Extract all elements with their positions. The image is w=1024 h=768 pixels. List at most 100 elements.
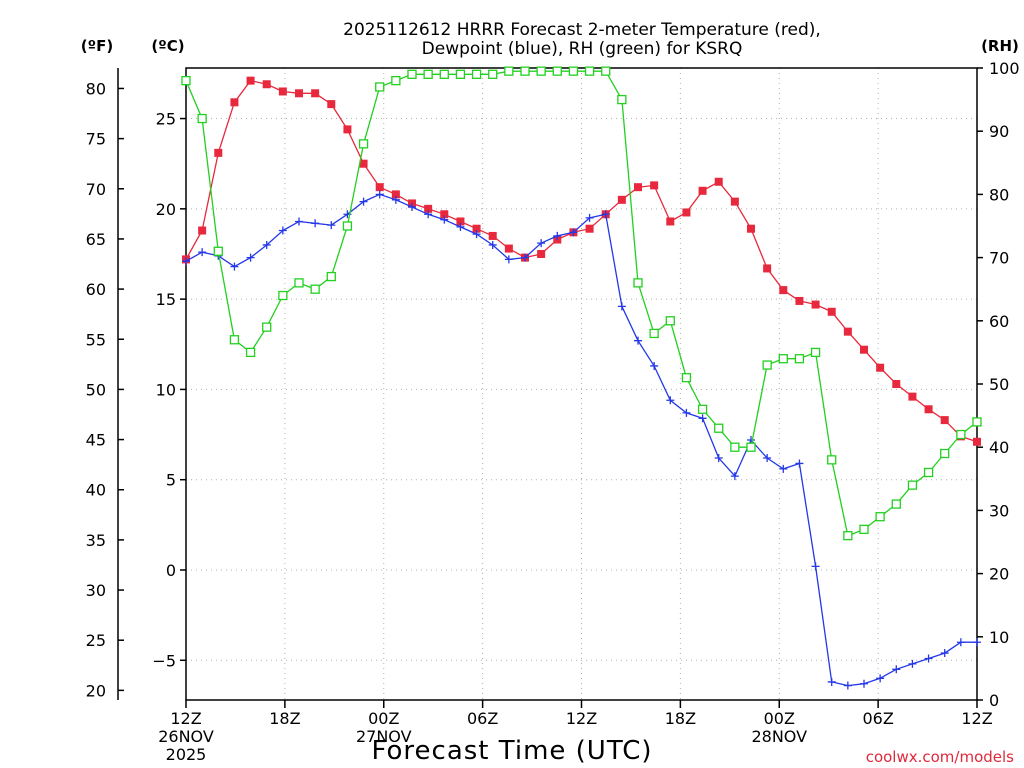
dewpoint-point [488, 240, 497, 249]
rh-tick-label: 100 [989, 59, 1020, 78]
dewpoint-point [230, 262, 239, 271]
rh-point [697, 404, 708, 414]
rh-point [536, 66, 546, 76]
temperature-point [214, 148, 223, 157]
temperature-point [892, 380, 901, 388]
rh-point [827, 455, 837, 465]
time-tick-label: 18Z [665, 709, 696, 728]
chart-axes [117, 67, 983, 708]
fahrenheit-tick-label: 25 [86, 631, 106, 650]
rh-point [810, 347, 821, 358]
rh-point [665, 316, 675, 326]
time-tick-label: 06Z [467, 709, 498, 728]
temperature-point [440, 210, 449, 219]
temperature-point [973, 437, 981, 446]
rh-point [940, 448, 950, 459]
dewpoint-point [359, 197, 368, 206]
dewpoint-point [763, 454, 772, 463]
date-tick-label: 28NOV [751, 727, 807, 746]
celsius-tick-label: 5 [166, 471, 176, 490]
rh-point [197, 113, 207, 124]
temperature-point [262, 80, 271, 89]
dewpoint-point [601, 210, 610, 219]
rh-point [407, 69, 417, 79]
rh-point [488, 69, 498, 79]
fahrenheit-tick-label: 20 [86, 681, 106, 700]
rh-tick-label: 60 [989, 312, 1009, 331]
data-series [181, 66, 982, 690]
temperature-point [488, 231, 497, 240]
temperature-point [456, 217, 465, 226]
unit-rh-label: (RH) [981, 37, 1019, 55]
rh-point [471, 69, 482, 79]
rh-tick-label: 20 [989, 565, 1009, 584]
chart-title-line2: Dewpoint (blue), RH (green) for KSRQ [422, 39, 743, 59]
dewpoint-point [779, 464, 788, 473]
dewpoint-point [617, 302, 626, 311]
rh-point [681, 373, 692, 383]
dewpoint-point [876, 674, 885, 683]
time-tick-label: 12Z [961, 709, 992, 728]
rh-point [843, 531, 853, 541]
temperature-point [860, 345, 868, 354]
fahrenheit-tick-label: 30 [86, 581, 106, 600]
rh-point [617, 94, 627, 105]
dewpoint-point [391, 195, 400, 204]
fahrenheit-tick-label: 50 [86, 380, 106, 399]
rh-point [875, 512, 885, 522]
rh-point [229, 335, 240, 345]
dewpoint-point [295, 217, 303, 226]
temperature-point [246, 76, 255, 85]
rh-point [714, 423, 724, 433]
dewpoint-point [698, 414, 707, 423]
rh-point [746, 442, 756, 452]
temperature-point [585, 224, 594, 233]
dewpoint-point [537, 239, 546, 248]
rh-point [504, 66, 514, 76]
temperature-point [295, 89, 303, 98]
temperature-point [795, 296, 804, 305]
fahrenheit-tick-label: 75 [86, 130, 106, 149]
temperature-point [311, 89, 320, 98]
temperature-point [730, 197, 739, 206]
dewpoint-point [634, 336, 642, 345]
temperature-point [278, 87, 287, 96]
year-tick-label: 2025 [166, 745, 207, 764]
rh-point [342, 221, 353, 231]
rh-point [584, 66, 595, 76]
rh-point [391, 75, 401, 86]
dewpoint-point [827, 677, 836, 686]
rh-point [568, 66, 579, 76]
fahrenheit-tick-label: 35 [86, 531, 106, 550]
rh-point [552, 66, 562, 76]
rh-point [294, 278, 304, 288]
rh-point [439, 69, 449, 79]
series-dewpoint [182, 190, 981, 690]
temperature-point [504, 244, 513, 253]
dewpoint-point [666, 396, 675, 405]
rh-tick-label: 0 [989, 691, 999, 710]
dewpoint-point [892, 665, 901, 674]
dewpoint-point [860, 679, 868, 688]
temperature-point [827, 307, 836, 316]
celsius-tick-label: 15 [156, 290, 176, 309]
temperature-point [375, 183, 384, 192]
x-axis-label: Forecast Time (UTC) [371, 736, 652, 766]
dewpoint-point [553, 231, 562, 240]
time-tick-label: 12Z [566, 709, 597, 728]
rh-tick-label: 40 [989, 438, 1009, 457]
fahrenheit-tick-label: 65 [86, 230, 106, 249]
temperature-point [876, 363, 885, 372]
dewpoint-point [811, 562, 820, 571]
temperature-line [185, 79, 978, 443]
temperature-point [359, 159, 368, 168]
temperature-point [634, 183, 642, 192]
rh-tick-label: 80 [989, 185, 1009, 204]
temperature-point [472, 224, 481, 233]
temperature-point [714, 177, 723, 186]
dewpoint-point [956, 638, 965, 647]
rh-point [520, 66, 530, 76]
temperature-point [424, 204, 433, 213]
rh-point [310, 284, 320, 294]
